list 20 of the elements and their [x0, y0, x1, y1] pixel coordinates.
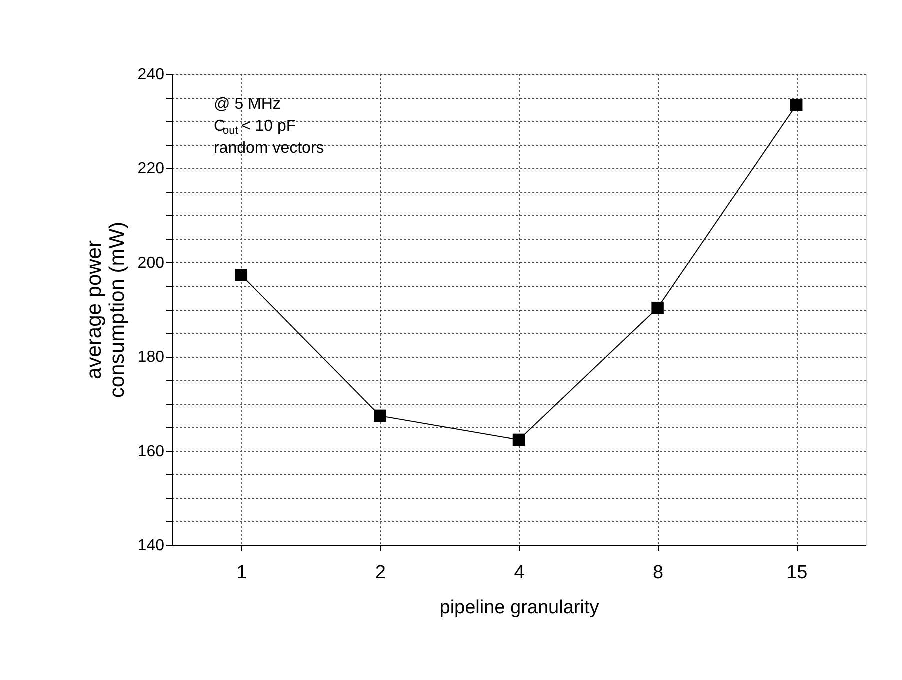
y-tick-label: 160 — [138, 443, 165, 460]
y-tick-label: 140 — [138, 538, 165, 554]
point — [235, 268, 248, 282]
y-tick-label: 180 — [138, 349, 165, 366]
y-tick-label: 240 — [138, 66, 165, 84]
point — [652, 302, 664, 314]
y-tick-label: 200 — [138, 254, 165, 272]
x-tick-label: 4 — [514, 562, 526, 584]
annotation: random vectors — [214, 140, 324, 157]
x-tick-label: 2 — [375, 562, 386, 584]
x-axis-title: pipeline granularity — [440, 598, 600, 618]
point — [512, 434, 526, 446]
point — [374, 410, 386, 422]
x-tick-label: 8 — [653, 562, 664, 584]
annotation: @ 5 MHz — [214, 96, 281, 113]
y-axis-title: average power consumption (mW) — [82, 222, 129, 398]
x-tick-label: 1 — [236, 562, 248, 584]
x-tick-label: 15 — [786, 562, 808, 584]
point — [790, 98, 803, 112]
y-tick-label: 220 — [138, 160, 165, 178]
